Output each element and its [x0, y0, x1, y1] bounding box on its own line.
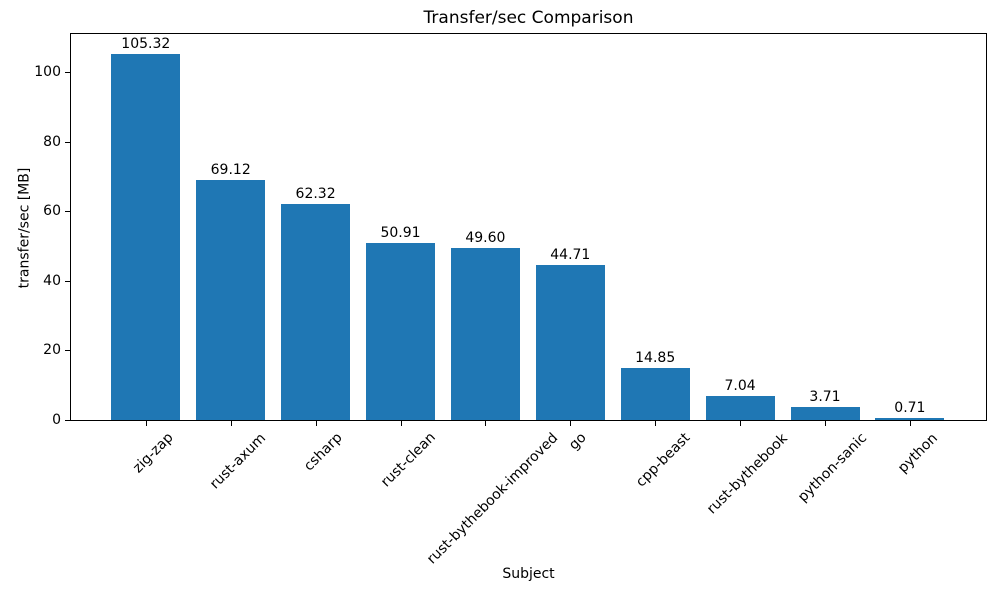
y-axis-label: transfer/sec [MB]: [16, 167, 33, 289]
x-tick-label: go: [566, 429, 590, 454]
y-tick-label: 20: [43, 342, 61, 359]
bar-value-label: 49.60: [465, 229, 506, 246]
bar-value-label: 7.04: [724, 377, 756, 394]
x-tick-mark: [570, 421, 572, 426]
x-tick-label: rust-axum: [207, 430, 270, 493]
bar-value-label: 14.85: [635, 350, 676, 367]
bar-value-label: 62.32: [295, 185, 336, 202]
x-tick-mark: [909, 421, 911, 426]
y-tick-label: 100: [34, 64, 61, 81]
y-tick-mark: [65, 419, 70, 421]
y-tick-label: 0: [52, 411, 61, 428]
x-tick-mark: [400, 421, 402, 426]
x-tick-mark: [145, 421, 147, 426]
bar-rust-axum: [196, 179, 266, 420]
bar-value-label: 0.71: [894, 399, 926, 416]
bar-csharp: [281, 203, 351, 420]
bar-rust-bythebook-improved: [450, 247, 520, 420]
bar-python: [875, 417, 945, 420]
y-tick-mark: [65, 350, 70, 352]
x-tick-label: csharp: [300, 429, 346, 475]
x-tick-label: rust-clean: [377, 429, 439, 491]
x-tick-label: python: [894, 430, 941, 476]
y-tick-mark: [65, 141, 70, 143]
bar-value-label: 3.71: [809, 389, 841, 406]
bar-zig-zap: [111, 54, 181, 420]
x-tick-mark: [740, 421, 742, 426]
bar-value-label: 44.71: [550, 246, 591, 263]
x-tick-mark: [230, 421, 232, 426]
bar-value-label: 69.12: [210, 161, 251, 178]
x-tick-mark: [485, 421, 487, 426]
bar-cpp-beast: [620, 368, 690, 420]
bar-value-label: 50.91: [380, 225, 421, 242]
y-tick-label: 40: [43, 272, 61, 289]
y-tick-label: 60: [43, 203, 61, 220]
x-tick-mark: [825, 421, 826, 426]
x-tick-label: rust-bythebook-improved: [424, 429, 562, 568]
y-tick-label: 80: [43, 133, 61, 150]
y-tick-mark: [65, 280, 70, 282]
y-tick-mark: [65, 211, 70, 213]
x-tick-label: cpp-beast: [632, 429, 694, 491]
bar-rust-clean: [366, 243, 435, 420]
bar-python-sanic: [790, 407, 860, 420]
x-tick-mark: [315, 421, 317, 426]
bar-go: [535, 264, 605, 420]
bar-rust-bythebook: [705, 395, 775, 420]
x-axis-label: Subject: [502, 566, 555, 582]
x-tick-mark: [655, 421, 657, 426]
x-tick-label: python-sanic: [795, 429, 871, 505]
x-tick-label: zig-zap: [130, 429, 177, 477]
y-tick-mark: [65, 72, 70, 74]
bar-value-label: 105.32: [121, 36, 171, 53]
x-tick-label: rust-bythebook: [704, 430, 792, 517]
chart-title: Transfer/sec Comparison: [423, 8, 634, 28]
